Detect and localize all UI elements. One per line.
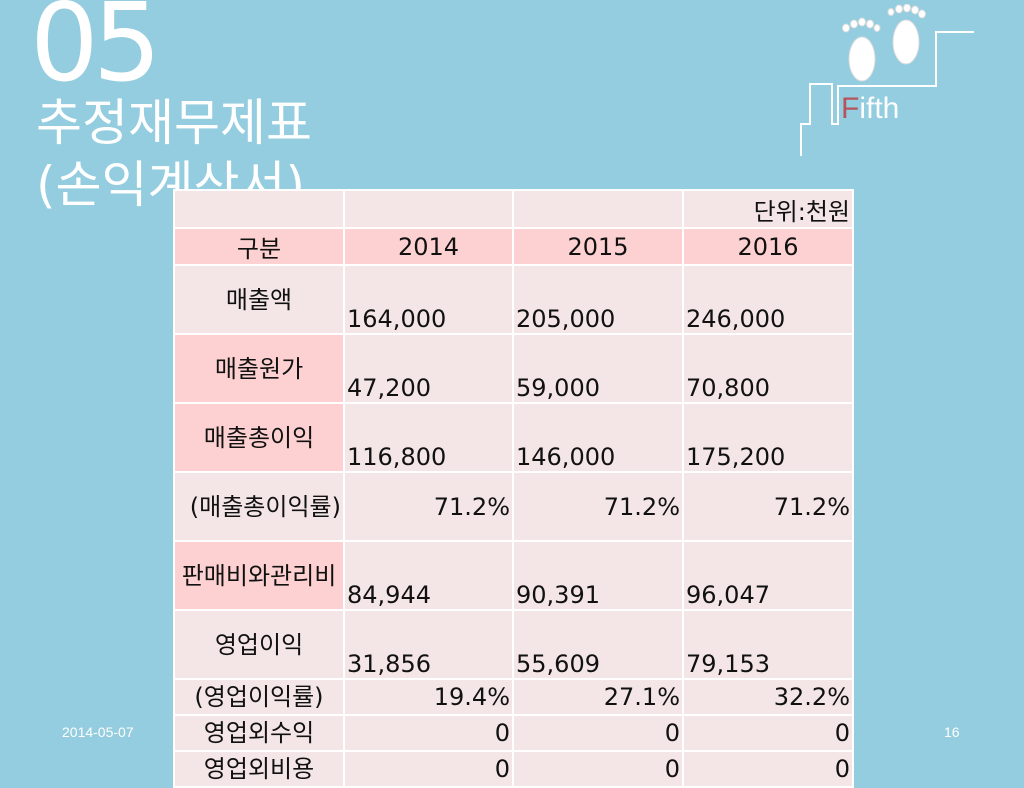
table-cell: 59,000 [512, 333, 684, 404]
table-cell: 84,944 [343, 540, 514, 611]
table-cell: 31,856 [343, 609, 514, 680]
income-statement-table: 단위:천원 구분 2014 2015 2016 매출액 164,000 205,… [173, 189, 854, 788]
table-cell: 32.2% [682, 678, 854, 716]
header-row: 구분 2014 2015 2016 [173, 227, 854, 266]
row-label: (영업이익률) [173, 678, 345, 716]
table-cell: 71.2% [512, 471, 684, 542]
table-row: 판매비와관리비 84,944 90,391 96,047 [173, 540, 854, 611]
table-cell: 0 [343, 714, 514, 752]
table-cell: 175,200 [682, 402, 854, 473]
table-cell: 0 [512, 714, 684, 752]
table-row: (매출총이익률) 71.2% 71.2% 71.2% [173, 471, 854, 542]
slide-number-big: 05 [30, 0, 161, 106]
slide-title: 추정재무제표 (손익계산서) [36, 94, 312, 214]
table-cell: 146,000 [512, 402, 684, 473]
row-label: (매출총이익률) [173, 471, 345, 542]
table-row: 영업외비용 0 0 0 [173, 750, 854, 788]
footprints-icon [842, 4, 926, 82]
table-cell: 19.4% [343, 678, 514, 716]
table-row: 영업외수익 0 0 0 [173, 714, 854, 752]
page-number: 16 [944, 724, 960, 740]
table-row: 매출액 164,000 205,000 246,000 [173, 264, 854, 335]
table-cell: 71.2% [682, 471, 854, 542]
table-cell: 0 [343, 750, 514, 788]
table-cell: 55,609 [512, 609, 684, 680]
header-cell: 2015 [512, 227, 684, 266]
header-cell: 2014 [343, 227, 514, 266]
row-label: 매출액 [173, 264, 345, 335]
badge-first-letter: F [841, 92, 860, 125]
table-cell: 47,200 [343, 333, 514, 404]
table-cell [173, 189, 345, 229]
table-cell: 0 [682, 714, 854, 752]
row-label: 영업이익 [173, 609, 345, 680]
unit-row: 단위:천원 [173, 189, 854, 229]
badge-label: Fifth [841, 92, 899, 126]
table-cell: 246,000 [682, 264, 854, 335]
row-label: 판매비와관리비 [173, 540, 345, 611]
table-cell: 90,391 [512, 540, 684, 611]
row-label: 매출총이익 [173, 402, 345, 473]
table-cell: 71.2% [343, 471, 514, 542]
table-cell [343, 189, 514, 229]
table-cell: 0 [512, 750, 684, 788]
table-cell: 27.1% [512, 678, 684, 716]
table-cell: 0 [682, 750, 854, 788]
table-row: (영업이익률) 19.4% 27.1% 32.2% [173, 678, 854, 716]
table-cell [512, 189, 684, 229]
row-label: 영업외수익 [173, 714, 345, 752]
table-row: 매출총이익 116,800 146,000 175,200 [173, 402, 854, 473]
row-label: 영업외비용 [173, 750, 345, 788]
table-cell: 79,153 [682, 609, 854, 680]
table-cell: 205,000 [512, 264, 684, 335]
stairs-line [800, 31, 974, 156]
footprints-badge [800, 4, 974, 156]
footer-date: 2014-05-07 [62, 724, 134, 740]
table-row: 영업이익 31,856 55,609 79,153 [173, 609, 854, 680]
table-cell: 164,000 [343, 264, 514, 335]
table-cell: 116,800 [343, 402, 514, 473]
header-cell: 구분 [173, 227, 345, 266]
badge-rest: ifth [859, 92, 900, 125]
table-cell: 96,047 [682, 540, 854, 611]
unit-label: 단위:천원 [682, 189, 854, 229]
table-row: 매출원가 47,200 59,000 70,800 [173, 333, 854, 404]
header-cell: 2016 [682, 227, 854, 266]
table-cell: 70,800 [682, 333, 854, 404]
row-label: 매출원가 [173, 333, 345, 404]
